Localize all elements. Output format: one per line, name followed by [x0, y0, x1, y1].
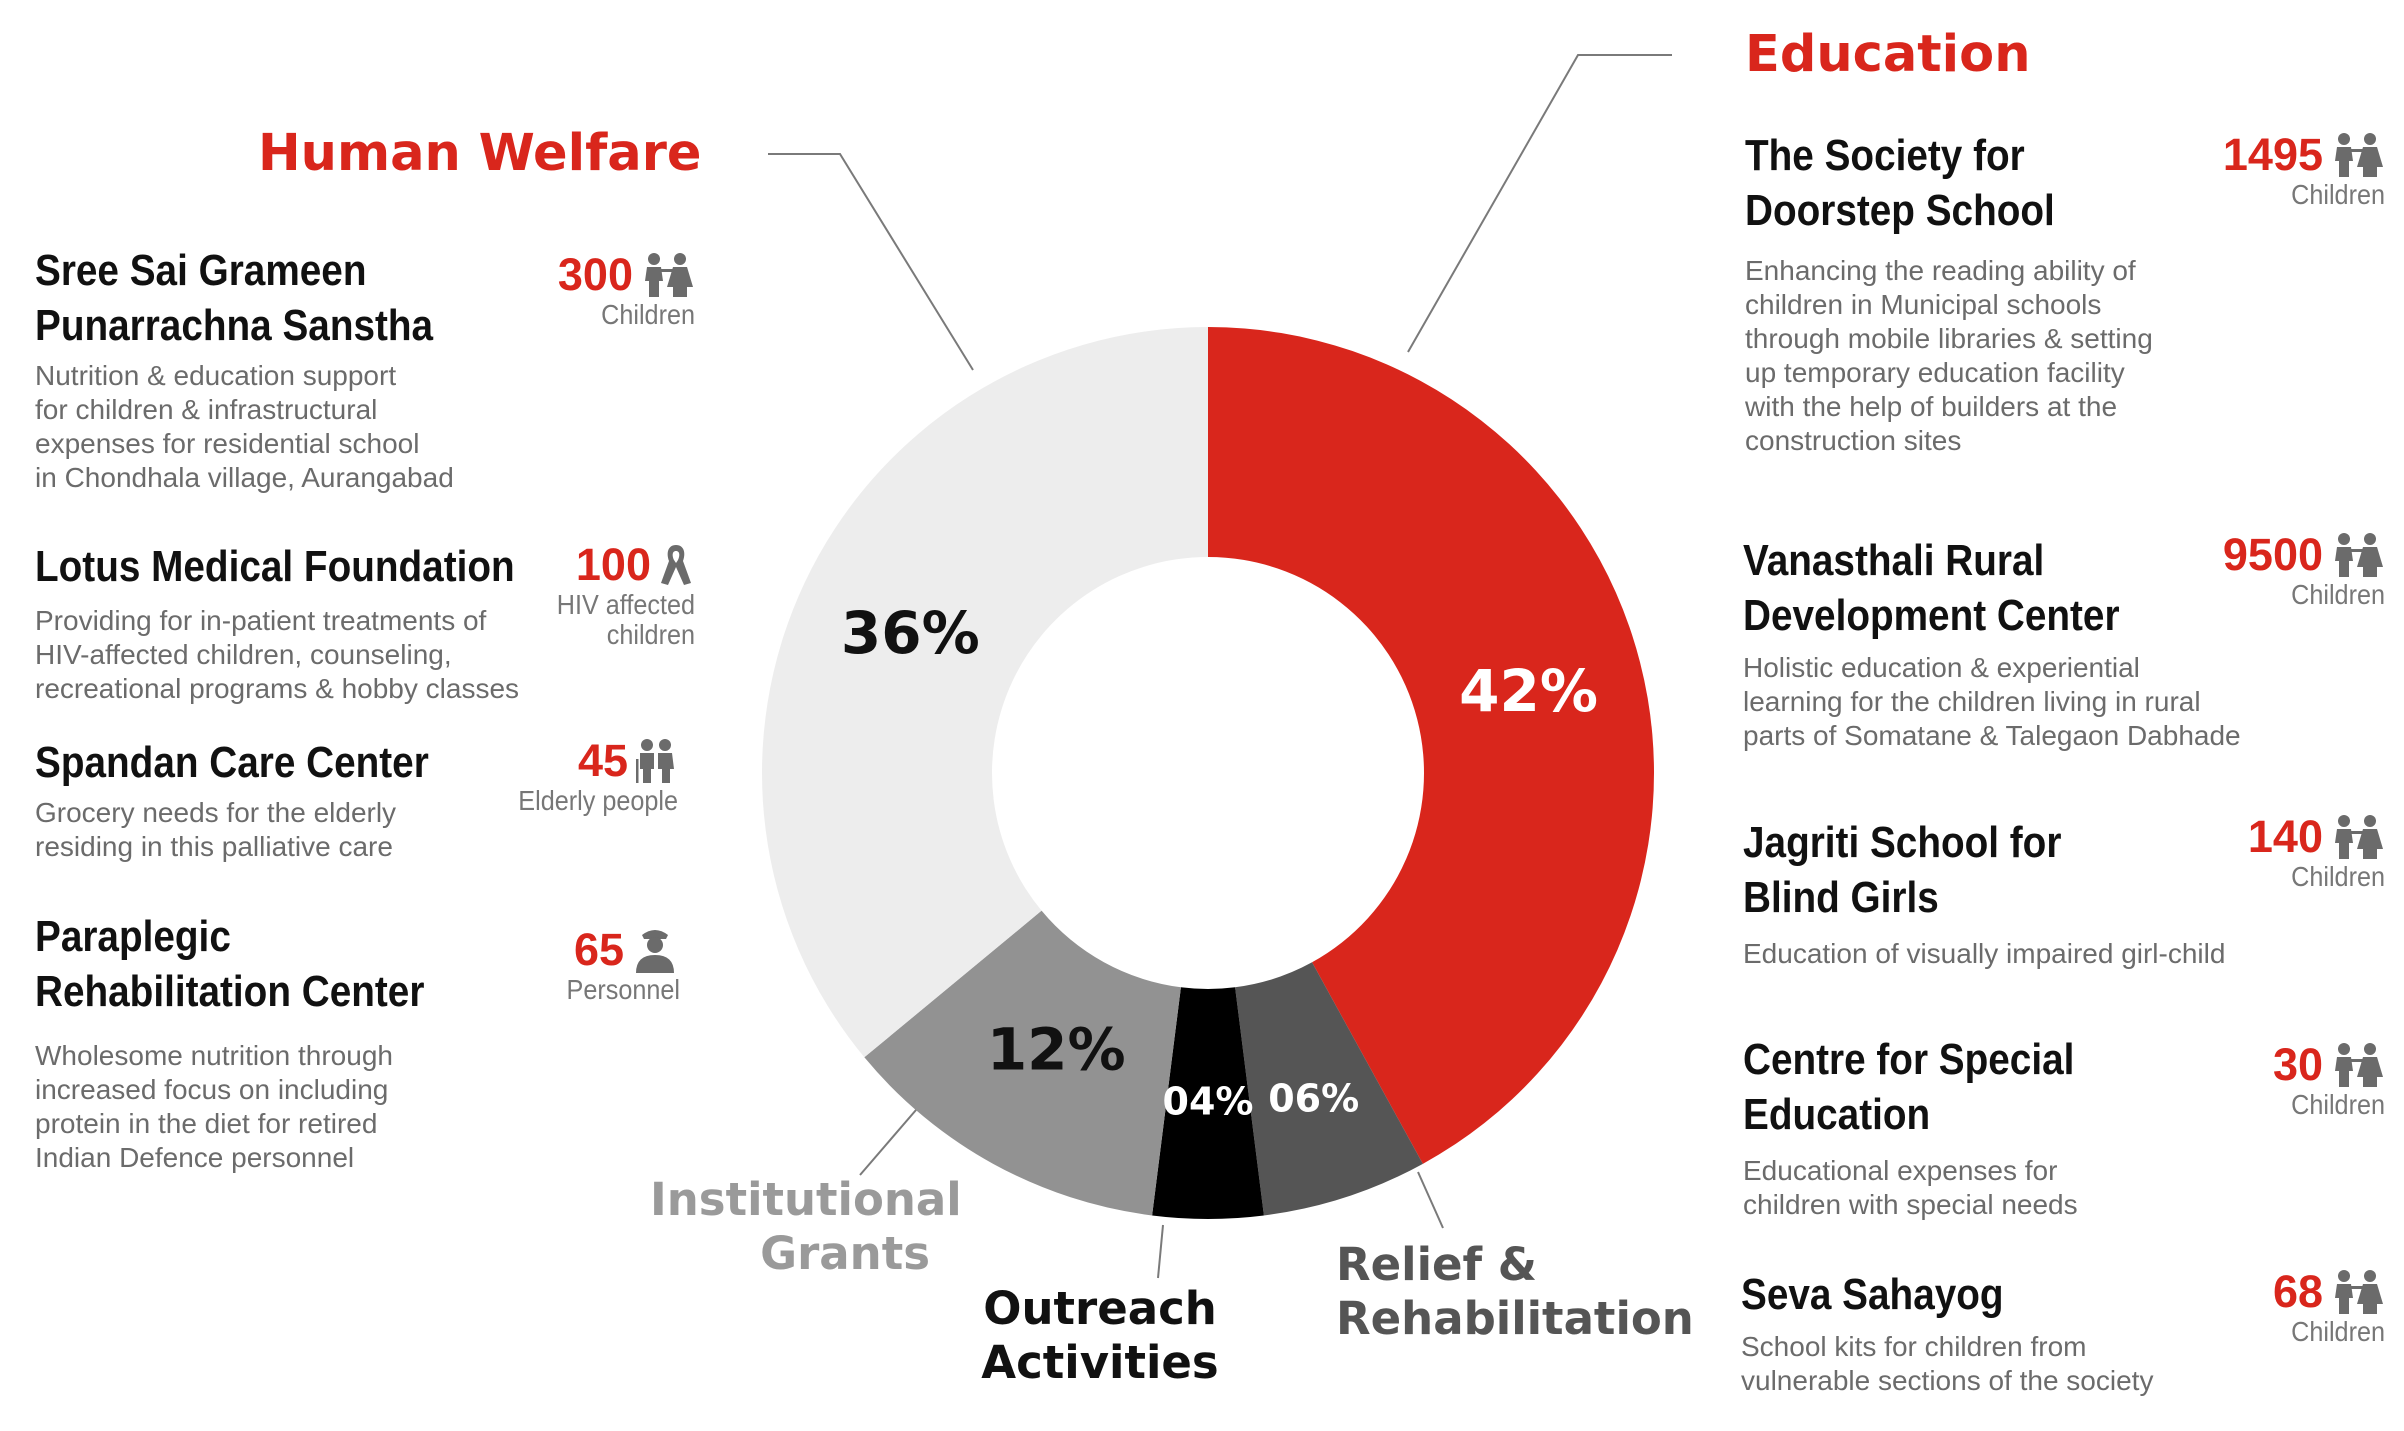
slice-education	[1208, 327, 1654, 1164]
children-icon	[2335, 815, 2383, 859]
hw-stat-1: 300 Children	[557, 249, 695, 330]
leader-lines	[768, 54, 1672, 1279]
org-name: The Society for Doorstep School	[1745, 131, 2055, 235]
org-description: Grocery needs for the elderly residing in…	[35, 797, 397, 862]
edu-stat-1: 1495 Children	[2222, 129, 2385, 210]
org-description: Providing for in-patient treatments of HI…	[35, 605, 520, 704]
org-description: Nutrition & education support for childre…	[35, 360, 454, 493]
donut-slices	[761, 327, 1654, 1220]
slice-label: 06%	[1268, 1077, 1359, 1121]
slice-label: 42%	[1459, 657, 1598, 725]
leader-line-human-welfare	[768, 153, 974, 371]
edu-stat-5: 68 Children	[2272, 1266, 2385, 1347]
leader-line-education	[1407, 54, 1672, 353]
leader-line-outreach	[1157, 1224, 1164, 1279]
org-description: Enhancing the reading ability of children…	[1745, 255, 2153, 456]
org-name: Seva Sahayog	[1741, 1270, 2004, 1319]
slice-human-welfare	[761, 327, 1208, 1058]
leader-line-institutional-grants	[859, 1109, 917, 1176]
org-description: Holistic education & experiential learnin…	[1743, 652, 2241, 751]
category-title-education: Education	[1745, 25, 2031, 84]
ribbon-icon	[661, 545, 691, 585]
hw-item-2: Lotus Medical Foundation Providing for i…	[35, 539, 580, 706]
slice-outreach-activities	[1152, 987, 1264, 1220]
hw-item-1: Sree Sai Grameen Punarrachna Sanstha Nutr…	[35, 243, 487, 495]
edu-stat-4: 30 Children	[2272, 1039, 2385, 1120]
org-description: School kits for children from vulnerable …	[1741, 1331, 2154, 1396]
edu-stat-3: 140 Children	[2247, 811, 2385, 892]
org-name: Sree Sai Grameen Punarrachna Sanstha	[35, 246, 434, 350]
children-icon	[2335, 133, 2383, 177]
slice-relief-rehabilitation	[1235, 962, 1423, 1216]
org-description: Wholesome nutrition through increased foc…	[35, 1040, 393, 1173]
category-title-human-welfare: Human Welfare	[258, 124, 702, 183]
hw-stat-4: 65 Personnel	[566, 924, 680, 1005]
children-icon	[2335, 1270, 2383, 1314]
children-icon	[2335, 533, 2383, 577]
hw-stat-3: 45 Elderly people	[518, 735, 678, 816]
org-name: Vanasthali Rural Development Center	[1743, 536, 2120, 640]
org-name: Centre for Special Education	[1743, 1035, 2075, 1139]
leader-line-relief	[1417, 1171, 1444, 1229]
soldier-icon	[636, 930, 674, 973]
edu-stat-2: 9500 Children	[2222, 529, 2385, 610]
edu-item-2: Vanasthali Rural Development Center Holis…	[1743, 533, 2241, 753]
category-title-relief: Relief & Rehabilitation	[1336, 1238, 1694, 1345]
slice-label: 12%	[987, 1015, 1126, 1083]
slice-institutional-grants	[864, 910, 1181, 1216]
slice-labels: 42% 06% 04% 12% 36%	[841, 599, 1598, 1123]
hw-stat-2: 100 HIV affected children	[556, 539, 695, 650]
org-description: Educational expenses for children with sp…	[1743, 1155, 2078, 1220]
children-icon	[645, 253, 693, 297]
org-description: Education of visually impaired girl-chil…	[1743, 938, 2226, 969]
edu-item-1: The Society for Doorstep School Enhancing…	[1745, 128, 2153, 458]
edu-item-5: Seva Sahayog School kits for children fr…	[1741, 1267, 2153, 1398]
org-name: Lotus Medical Foundation	[35, 542, 515, 591]
slice-label: 36%	[841, 599, 980, 667]
org-name: Spandan Care Center	[35, 738, 429, 787]
children-icon	[2335, 1043, 2383, 1087]
hw-item-4: Paraplegic Rehabilitation Center Wholesom…	[35, 909, 478, 1175]
org-name: Paraplegic Rehabilitation Center	[35, 912, 425, 1016]
elderly-icon	[636, 739, 674, 783]
slice-label: 04%	[1163, 1079, 1254, 1123]
category-title-outreach: Outreach Activities	[981, 1282, 1219, 1389]
hw-item-3: Spandan Care Center Grocery needs for th…	[35, 735, 482, 864]
category-title-institutional-grants: Institutional Grants	[650, 1173, 962, 1280]
edu-item-3: Jagriti School for Blind Girls Education …	[1743, 815, 2225, 971]
org-name: Jagriti School for Blind Girls	[1743, 818, 2062, 922]
edu-item-4: Centre for Special Education Educational …	[1743, 1032, 2120, 1222]
